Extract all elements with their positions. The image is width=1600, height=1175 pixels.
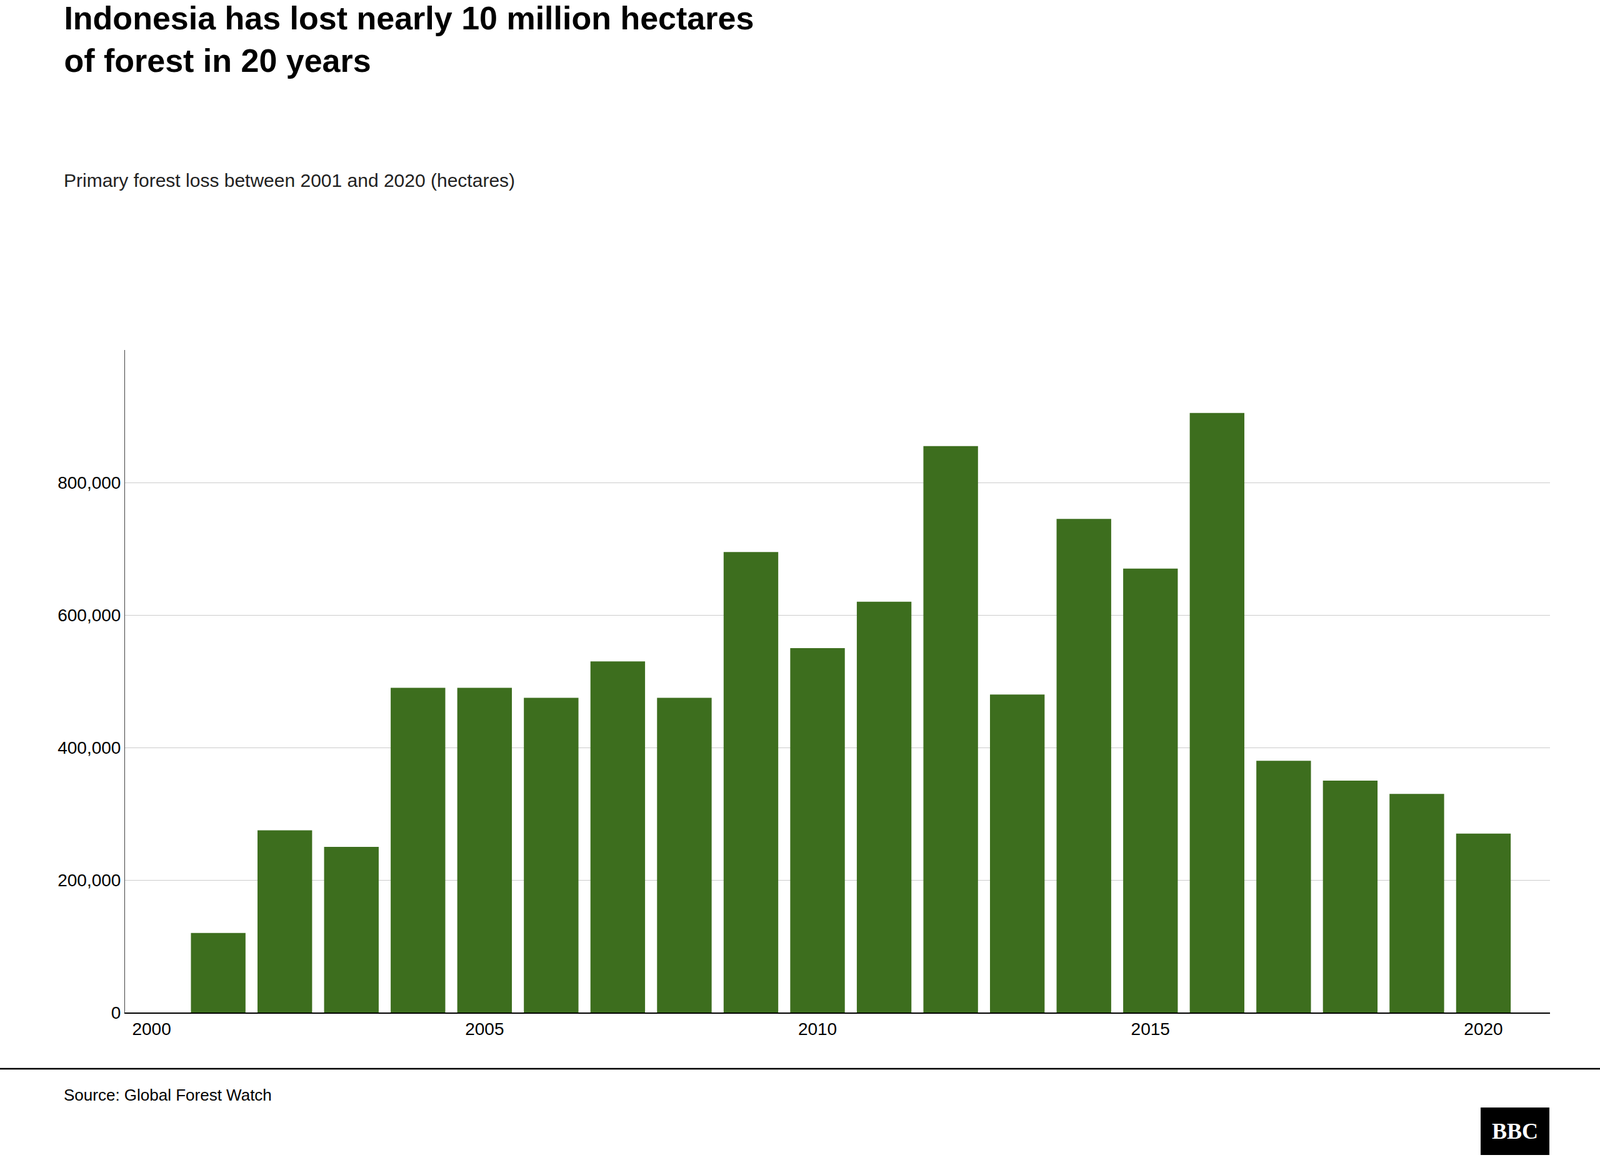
svg-text:Indonesia has lost nearly 10 m: Indonesia has lost nearly 10 million hec… [63, 0, 754, 79]
svg-text:800,000: 800,000 [57, 473, 121, 493]
svg-text:Source: Global Forest Watch: Source: Global Forest Watch [63, 1085, 272, 1105]
svg-text:2010: 2010 [798, 1019, 837, 1039]
svg-text:400,000: 400,000 [57, 738, 121, 758]
svg-text:2000: 2000 [131, 1019, 171, 1039]
svg-text:BBC: BBC [1491, 1118, 1539, 1144]
svg-text:2005: 2005 [465, 1019, 504, 1039]
svg-text:2015: 2015 [1131, 1019, 1170, 1039]
svg-text:Primary forest loss between 20: Primary forest loss between 2001 and 202… [63, 170, 515, 191]
svg-text:200,000: 200,000 [57, 870, 121, 890]
svg-text:600,000: 600,000 [57, 605, 121, 625]
svg-text:0: 0 [111, 1003, 122, 1023]
svg-text:2020: 2020 [1463, 1019, 1503, 1039]
